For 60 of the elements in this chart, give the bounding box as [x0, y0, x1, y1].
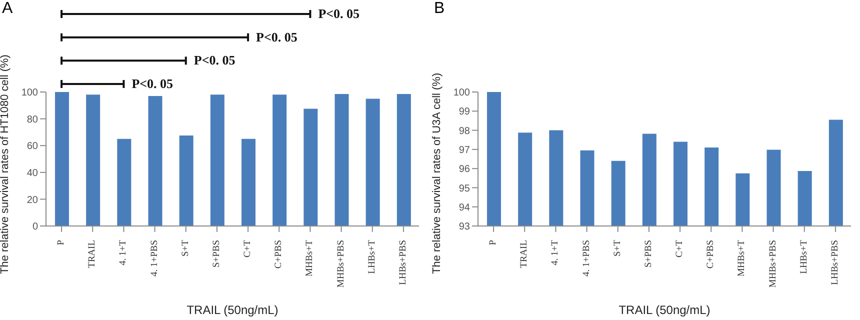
bar: [242, 138, 256, 226]
x-tick-label: LHBs+PBS: [830, 240, 840, 285]
y-tick-label: 94: [458, 202, 470, 214]
x-tick-label: MHBs+PBS: [336, 240, 346, 288]
x-tick-label: TRAIL: [520, 240, 530, 268]
y-tick-label: 96: [458, 164, 470, 176]
bar: [272, 94, 287, 226]
x-axis-title: TRAIL (50ng/mL): [618, 303, 710, 317]
x-tick-label: S+PBS: [644, 240, 654, 268]
y-tick-label: 0: [32, 222, 38, 233]
x-tick-label: S+T: [612, 240, 623, 256]
y-axis-title: The relative survival rates of U3A cell (%): [430, 72, 443, 274]
bar: [210, 94, 224, 226]
x-axis-title: TRAIL (50ng/mL): [186, 303, 278, 317]
bar: [334, 94, 349, 226]
x-tick-label: P: [56, 240, 67, 246]
y-axis-title: The relative survival rates of HT1080 cell (%): [0, 54, 11, 274]
x-tick-label: 4. 1+PBS: [150, 240, 160, 277]
x-tick-label: MHBs+T: [737, 240, 748, 277]
x-tick-label: 4. 1+PBS: [582, 240, 592, 277]
y-tick-label: 100: [21, 88, 38, 99]
x-tick-label: TRAIL: [88, 240, 98, 268]
x-tick-label: C+T: [243, 240, 254, 258]
bar: [396, 94, 411, 226]
x-tick-label: C+T: [675, 240, 686, 258]
text: B: [434, 0, 445, 18]
x-tick-label: LHBs+T: [367, 240, 378, 274]
x-tick-label: C+PBS: [706, 240, 716, 269]
text: P<0. 05: [132, 76, 174, 91]
x-tick-label: S+PBS: [212, 240, 222, 268]
bar: [86, 94, 100, 226]
text: P<0. 05: [256, 29, 298, 44]
text: P<0. 05: [318, 6, 360, 21]
y-tick-label: 98: [458, 126, 470, 137]
y-tick-label: 95: [458, 183, 470, 194]
bar: [179, 136, 194, 226]
x-tick-label: 4. 1+T: [118, 240, 129, 266]
bar: [366, 98, 380, 226]
bar: [55, 92, 69, 226]
y-tick-label: 99: [458, 106, 470, 118]
x-tick-label: LHBs+T: [799, 240, 810, 274]
y-tick-label: 20: [26, 194, 38, 206]
bar: [304, 108, 318, 226]
x-tick-label: LHBs+PBS: [398, 240, 408, 285]
bar: [117, 138, 132, 226]
x-tick-label: 4. 1+T: [550, 240, 561, 266]
y-tick-label: 60: [26, 141, 38, 152]
y-tick-label: 40: [26, 168, 38, 179]
y-tick-label: 80: [26, 114, 38, 126]
text: A: [2, 0, 13, 18]
y-tick-label: 100: [453, 88, 470, 99]
x-tick-label: MHBs+PBS: [768, 240, 778, 288]
x-tick-label: MHBs+T: [305, 240, 316, 277]
y-tick-label: 93: [458, 222, 470, 233]
bar: [148, 96, 162, 226]
x-tick-label: C+PBS: [274, 240, 284, 269]
y-tick-label: 97: [458, 144, 470, 156]
x-tick-label: S+T: [180, 240, 191, 256]
x-tick-label: P: [488, 240, 499, 246]
text: P<0. 05: [194, 52, 236, 68]
